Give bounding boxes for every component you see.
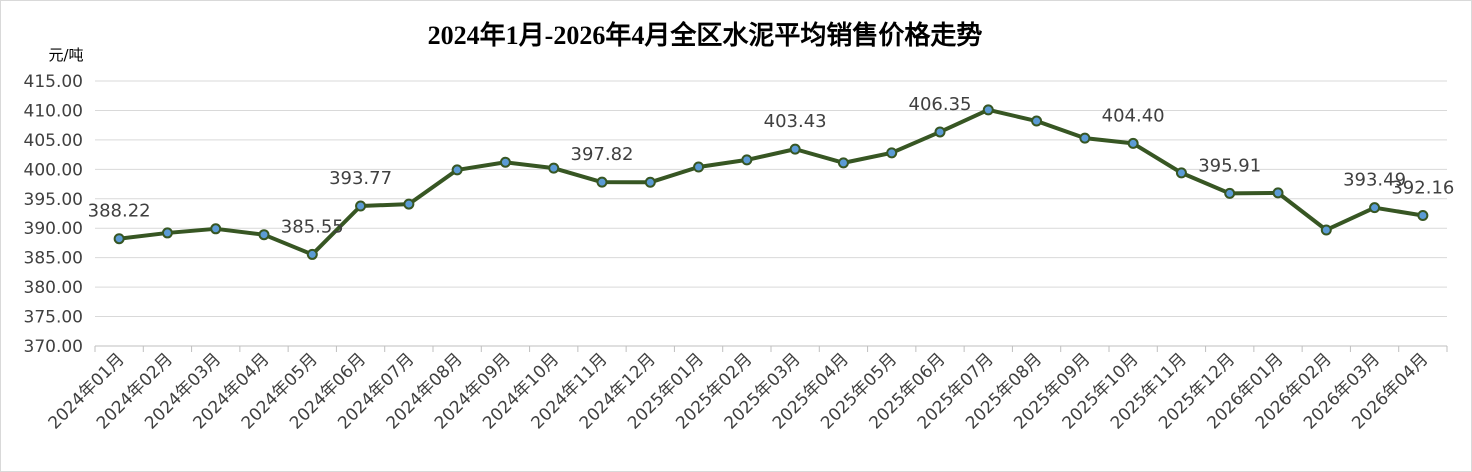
- y-tick-label: 405.00: [24, 131, 83, 151]
- y-unit: 元/吨: [48, 46, 83, 64]
- marker: [258, 229, 270, 241]
- data-label: 403.43: [764, 111, 827, 132]
- marker: [1079, 132, 1091, 144]
- marker: [403, 198, 415, 210]
- data-label: 393.77: [329, 168, 392, 189]
- chart-title: 2024年1月-2026年4月全区水泥平均销售价格走势: [428, 20, 983, 50]
- y-tick-label: 390.00: [24, 219, 83, 239]
- y-tick-label: 415.00: [24, 72, 83, 92]
- marker: [1369, 202, 1381, 214]
- data-label: 388.22: [88, 201, 151, 222]
- data-label: 395.91: [1198, 155, 1261, 176]
- marker: [1031, 115, 1043, 127]
- y-tick-label: 375.00: [24, 308, 83, 328]
- marker: [161, 227, 173, 239]
- y-tick-label: 370.00: [24, 337, 83, 357]
- marker: [982, 104, 994, 116]
- marker: [1272, 187, 1284, 199]
- marker: [741, 154, 753, 166]
- data-label: 385.55: [281, 216, 344, 237]
- data-label: 406.35: [909, 94, 972, 115]
- marker: [355, 200, 367, 212]
- y-tick-label: 410.00: [24, 101, 83, 121]
- line: [118, 107, 1424, 257]
- marker: [934, 126, 946, 138]
- marker: [1417, 210, 1429, 222]
- marker: [210, 223, 222, 235]
- data-label: 397.82: [571, 144, 634, 165]
- data-label: 392.16: [1391, 178, 1454, 199]
- marker: [1127, 137, 1139, 149]
- y-tick-label: 385.00: [24, 249, 83, 269]
- data-label: 393.49: [1343, 170, 1406, 191]
- marker: [693, 161, 705, 173]
- marker: [1175, 167, 1187, 179]
- marker: [837, 157, 849, 169]
- marker: [644, 176, 656, 188]
- marker: [451, 164, 463, 176]
- data-label: 404.40: [1102, 105, 1165, 126]
- marker: [548, 162, 560, 174]
- y-tick-label: 380.00: [24, 278, 83, 298]
- marker: [1320, 224, 1332, 236]
- marker: [499, 156, 511, 168]
- marker: [596, 176, 608, 188]
- y-tick-label: 400.00: [24, 160, 83, 180]
- marker: [1224, 187, 1236, 199]
- marker: [886, 147, 898, 159]
- marker: [306, 248, 318, 260]
- marker: [113, 233, 125, 245]
- marker: [789, 143, 801, 155]
- y-tick-label: 395.00: [24, 190, 83, 210]
